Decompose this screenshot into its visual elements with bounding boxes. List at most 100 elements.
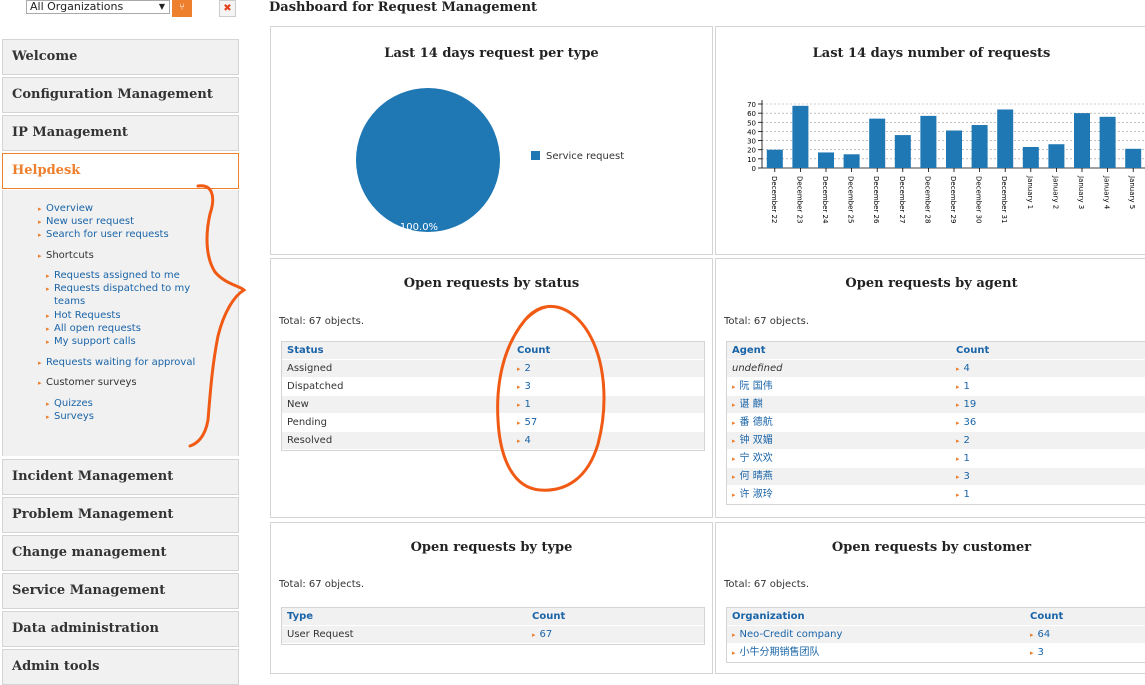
col-header-count[interactable]: Count [517,345,551,356]
cell-count[interactable]: ▸ 67 [532,626,552,644]
pie-slice-service-request[interactable] [356,88,500,232]
bar[interactable] [792,105,809,168]
link-hot-requests[interactable]: ▸ Hot Requests [46,309,121,322]
cell-count[interactable]: ▸ 1 [956,450,970,468]
link-requests-dispatched[interactable]: ▸ Requests dispatched to my teams [46,282,190,308]
agent-link[interactable]: 谌 麒 [739,399,763,410]
count-link[interactable]: 2 [524,363,531,374]
cell-count[interactable]: ▸ 19 [956,396,976,414]
bar[interactable] [1074,113,1090,168]
cell-count[interactable]: ▸ 3 [956,468,970,486]
link-quizzes[interactable]: ▸ Quizzes [46,397,93,410]
count-link[interactable]: 3 [1037,647,1044,658]
count-link[interactable]: 57 [524,417,538,428]
link-surveys[interactable]: ▸ Surveys [46,410,94,423]
col-header-count[interactable]: Count [956,345,990,356]
menu-incident-management[interactable]: Incident Management [2,459,239,495]
organization-tree-icon[interactable]: ⑂ [172,0,192,17]
menu-problem-management[interactable]: Problem Management [2,497,239,533]
cell-count[interactable]: ▸ 2 [517,360,531,378]
count-link[interactable]: 4 [963,363,970,374]
count-link[interactable]: 67 [539,629,553,640]
cell-count[interactable]: ▸ 57 [517,414,537,432]
bar[interactable] [894,135,911,168]
menu-welcome[interactable]: Welcome [2,39,239,75]
menu-change-management[interactable]: Change management [2,535,239,571]
cell-count[interactable]: ▸ 3 [517,378,531,396]
bar[interactable] [1125,148,1142,168]
cell-count[interactable]: ▸ 64 [1030,626,1050,644]
count-link[interactable]: 1 [963,453,970,464]
count-link[interactable]: 3 [963,471,970,482]
cell-agent[interactable]: ▸ 阮 国伟 [732,378,773,396]
count-link[interactable]: 19 [963,399,977,410]
cell-agent[interactable]: ▸ 番 德航 [732,414,773,432]
count-link[interactable]: 1 [963,381,970,392]
count-link[interactable]: 36 [963,417,977,428]
bar[interactable] [946,130,962,168]
cell-count[interactable]: ▸ 3 [1030,644,1044,662]
bar[interactable] [1048,144,1065,168]
agent-link[interactable]: 番 德航 [739,417,773,428]
bar[interactable] [971,125,988,168]
col-header-agent[interactable]: Agent [732,345,766,356]
bar[interactable] [766,149,783,168]
bar[interactable] [1022,146,1039,168]
bar[interactable] [1099,116,1116,168]
agent-link[interactable]: 许 淑玲 [739,489,773,500]
col-header-status[interactable]: Status [287,345,324,356]
link-label: Requests waiting for approval [46,357,196,368]
bar[interactable] [843,154,860,168]
menu-service-management[interactable]: Service Management [2,573,239,609]
menu-data-administration[interactable]: Data administration [2,611,239,647]
menu-ip-management[interactable]: IP Management [2,115,239,151]
link-my-support-calls[interactable]: ▸ My support calls [46,335,136,348]
agent-link[interactable]: 何 晴燕 [739,471,773,482]
count-link[interactable]: 3 [524,381,531,392]
menu-configuration-management[interactable]: Configuration Management [2,77,239,113]
count-link[interactable]: 1 [963,489,970,500]
cell-agent[interactable]: ▸ 何 晴燕 [732,468,773,486]
menu-admin-tools[interactable]: Admin tools [2,649,239,685]
cell-agent[interactable]: ▸ 钟 双媚 [732,432,773,450]
agent-link[interactable]: 钟 双媚 [739,435,773,446]
bar[interactable] [920,115,937,168]
col-header-count[interactable]: Count [532,611,566,622]
link-requests-assigned[interactable]: ▸ Requests assigned to me [46,269,180,282]
cell-agent[interactable]: ▸ 宁 欢欢 [732,450,773,468]
count-link[interactable]: 1 [524,399,531,410]
link-new-user-request[interactable]: ▸ New user request [38,215,134,228]
link-overview[interactable]: ▸ Overview [38,202,93,215]
bar[interactable] [869,118,886,168]
link-search-user-requests[interactable]: ▸ Search for user requests [38,228,169,241]
menu-helpdesk[interactable]: Helpdesk [2,153,239,189]
cell-count[interactable]: ▸ 4 [517,432,531,450]
pin-icon[interactable]: ✖ [219,0,236,17]
col-header-count[interactable]: Count [1030,611,1064,622]
cell-organization[interactable]: ▸ Neo-Credit company [732,626,842,644]
agent-link[interactable]: 阮 国伟 [739,381,773,392]
cell-count[interactable]: ▸ 1 [956,378,970,396]
col-header-type[interactable]: Type [287,611,314,622]
link-all-open-requests[interactable]: ▸ All open requests [46,322,141,335]
agent-link[interactable]: 宁 欢欢 [739,453,773,464]
pie-chart-panel: Last 14 days request per type 100.0% Ser… [270,26,713,255]
cell-agent[interactable]: ▸ 许 淑玲 [732,486,773,504]
col-header-organization[interactable]: Organization [732,611,805,622]
link-requests-waiting-approval[interactable]: ▸ Requests waiting for approval [38,356,196,369]
cell-count[interactable]: ▸ 4 [956,360,970,378]
cell-count[interactable]: ▸ 36 [956,414,976,432]
cell-agent[interactable]: ▸ 谌 麒 [732,396,763,414]
organization-link[interactable]: 小牛分期销售团队 [739,647,820,658]
bar[interactable] [818,152,834,168]
cell-count[interactable]: ▸ 1 [956,486,970,504]
count-link[interactable]: 4 [524,435,531,446]
count-link[interactable]: 2 [963,435,970,446]
cell-organization[interactable]: ▸ 小牛分期销售团队 [732,644,820,662]
cell-count[interactable]: ▸ 1 [517,396,531,414]
organization-link[interactable]: Neo-Credit company [739,629,843,640]
organization-select[interactable]: All Organizations ▼ [26,0,170,14]
bar[interactable] [997,109,1014,168]
cell-count[interactable]: ▸ 2 [956,432,970,450]
count-link[interactable]: 64 [1037,629,1051,640]
